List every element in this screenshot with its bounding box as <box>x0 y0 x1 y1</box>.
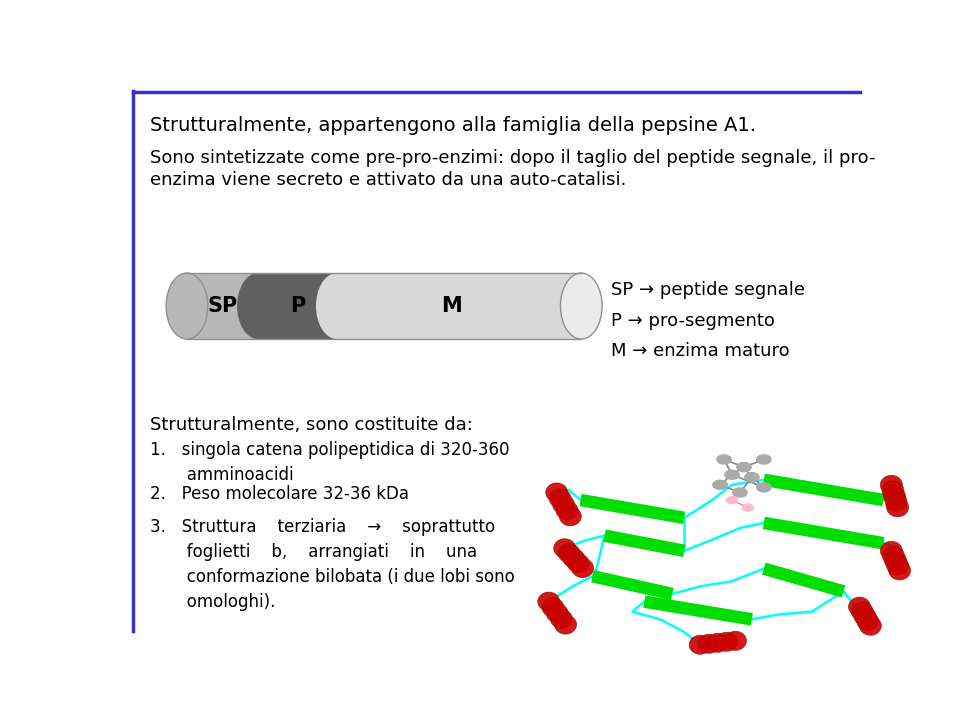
Ellipse shape <box>887 498 908 517</box>
Ellipse shape <box>884 551 906 570</box>
Ellipse shape <box>880 541 902 561</box>
Ellipse shape <box>882 481 904 500</box>
Text: Strutturalmente, sono costituite da:: Strutturalmente, sono costituite da: <box>150 416 472 434</box>
Circle shape <box>756 455 771 464</box>
Circle shape <box>756 483 771 492</box>
Ellipse shape <box>887 556 908 575</box>
Ellipse shape <box>538 592 560 611</box>
Text: SP → peptide segnale: SP → peptide segnale <box>611 281 805 300</box>
Ellipse shape <box>859 616 881 635</box>
Ellipse shape <box>725 631 746 651</box>
Ellipse shape <box>237 273 278 339</box>
Circle shape <box>713 480 728 489</box>
Circle shape <box>717 455 732 464</box>
Circle shape <box>736 463 751 472</box>
Ellipse shape <box>546 603 568 623</box>
Ellipse shape <box>553 495 574 514</box>
Ellipse shape <box>889 561 911 580</box>
Ellipse shape <box>852 602 874 621</box>
Circle shape <box>745 473 759 482</box>
Text: Sono sintetizzate come pre-pro-enzimi: dopo il taglio del peptide segnale, il pr: Sono sintetizzate come pre-pro-enzimi: d… <box>150 149 876 167</box>
Circle shape <box>725 470 739 479</box>
Ellipse shape <box>567 553 589 573</box>
Text: 3.   Struttura    terziaria    →    soprattutto
       foglietti    b,    arrang: 3. Struttura terziaria → soprattutto fog… <box>150 518 515 611</box>
Text: 2.   Peso molecolare 32-36 kDa: 2. Peso molecolare 32-36 kDa <box>150 485 409 503</box>
Ellipse shape <box>556 500 578 520</box>
Ellipse shape <box>882 546 904 566</box>
Ellipse shape <box>849 597 871 616</box>
Ellipse shape <box>550 609 572 628</box>
Ellipse shape <box>880 475 902 494</box>
Ellipse shape <box>856 611 878 631</box>
Text: M → enzima maturo: M → enzima maturo <box>611 342 790 360</box>
Ellipse shape <box>560 507 582 526</box>
Ellipse shape <box>549 489 571 508</box>
Text: P: P <box>290 296 305 316</box>
Ellipse shape <box>698 634 720 654</box>
Ellipse shape <box>854 607 876 626</box>
Text: enzima viene secreto e attivato da una auto-catalisi.: enzima viene secreto e attivato da una a… <box>150 171 626 189</box>
Circle shape <box>742 504 754 511</box>
Ellipse shape <box>563 548 585 568</box>
Ellipse shape <box>554 539 576 558</box>
Ellipse shape <box>707 633 729 652</box>
Ellipse shape <box>542 598 564 617</box>
Ellipse shape <box>883 487 905 506</box>
Ellipse shape <box>166 273 207 339</box>
Ellipse shape <box>316 273 358 339</box>
Circle shape <box>727 496 737 503</box>
Bar <box>258 273 337 339</box>
Ellipse shape <box>545 483 567 502</box>
Ellipse shape <box>555 615 577 634</box>
Ellipse shape <box>689 635 711 654</box>
Text: Strutturalmente, appartengono alla famiglia della pepsine A1.: Strutturalmente, appartengono alla famig… <box>150 116 756 135</box>
Text: 1.   singola catena polipeptidica di 320-360
       amminoacidi: 1. singola catena polipeptidica di 320-3… <box>150 441 509 484</box>
Text: SP: SP <box>207 296 237 316</box>
Bar <box>337 273 581 339</box>
Ellipse shape <box>561 273 602 339</box>
Ellipse shape <box>558 543 580 563</box>
Text: M: M <box>442 296 462 316</box>
Ellipse shape <box>885 492 907 511</box>
Ellipse shape <box>571 558 593 578</box>
Ellipse shape <box>715 632 737 651</box>
Bar <box>187 273 258 339</box>
Circle shape <box>732 488 747 497</box>
Text: P → pro-segmento: P → pro-segmento <box>611 312 775 330</box>
